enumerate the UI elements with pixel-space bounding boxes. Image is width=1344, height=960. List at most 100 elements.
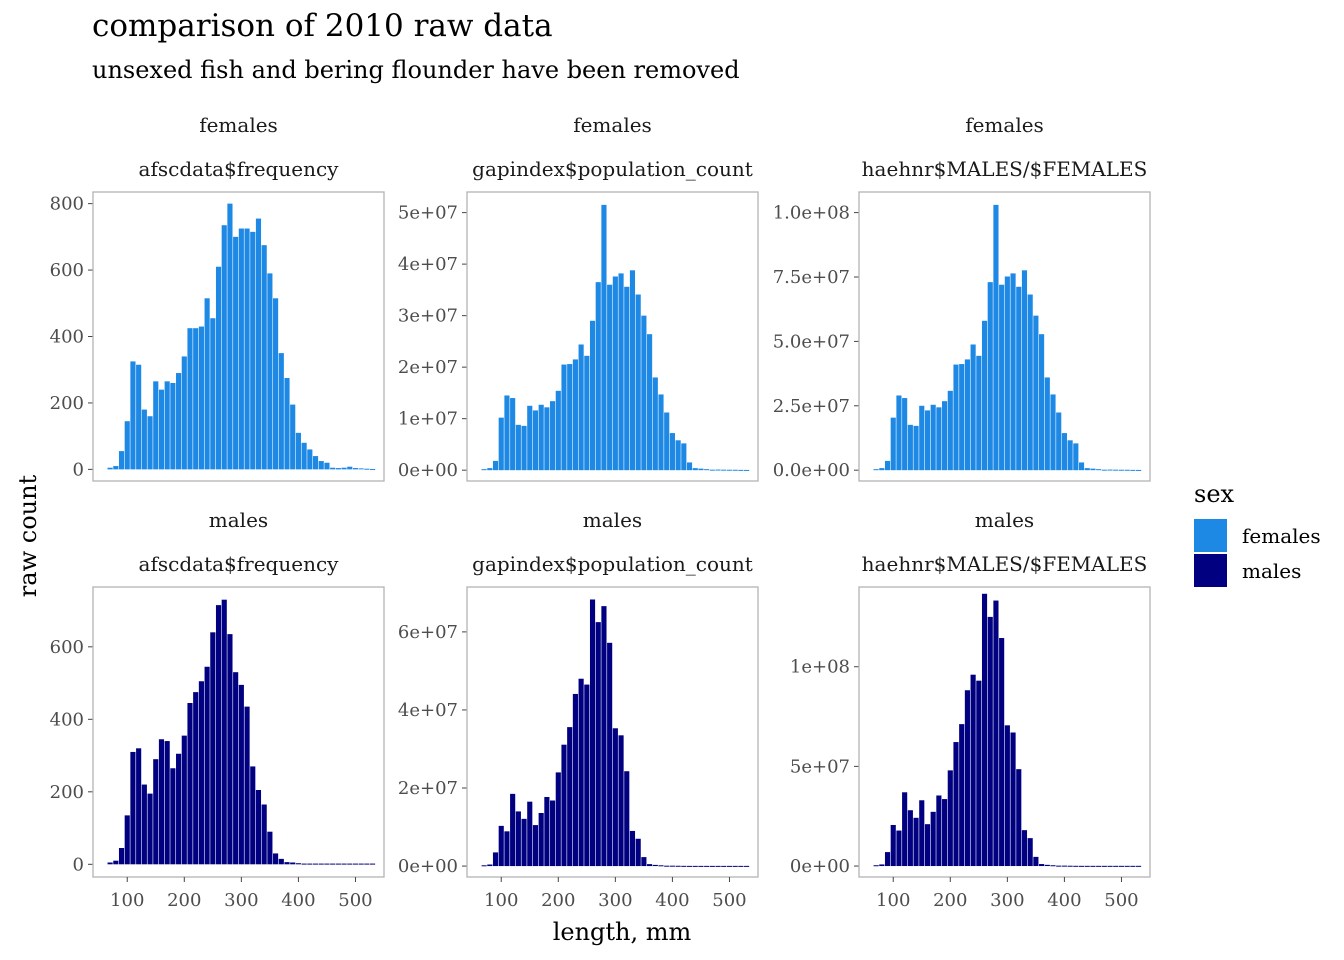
histogram-bar (738, 865, 744, 867)
histogram-bar (681, 443, 687, 471)
histogram-bar (618, 735, 624, 867)
y-tick-label: 4e+07 (398, 700, 458, 721)
histogram-bar (278, 353, 284, 470)
histogram-bar (913, 425, 919, 471)
histogram-bar (612, 728, 618, 867)
histogram-bar (267, 273, 273, 470)
histogram-bar (113, 466, 119, 470)
histogram-bar (698, 865, 704, 867)
facet-strip-sex: females (573, 113, 652, 137)
histogram-bar (884, 460, 891, 471)
histogram-bar (527, 801, 533, 867)
legend-label-males: males (1242, 558, 1302, 583)
histogram-bar (658, 865, 664, 867)
histogram-bar (284, 378, 290, 470)
histogram-bar (930, 811, 936, 867)
histogram-bar (1033, 856, 1039, 867)
histogram-bar (1130, 469, 1136, 471)
histogram-bar (130, 751, 136, 865)
histogram-bar (312, 863, 319, 865)
histogram-bar (1010, 732, 1016, 867)
x-tick-label: 400 (655, 890, 689, 911)
x-tick-label: 400 (281, 890, 315, 911)
histogram-bar (347, 466, 353, 470)
histogram-bar (953, 742, 959, 867)
histogram-bar (561, 744, 567, 867)
y-tick-label: 1e+08 (790, 657, 850, 678)
histogram-bar (130, 361, 136, 470)
legend: sex females males (1194, 480, 1321, 588)
histogram-bar (947, 770, 953, 867)
histogram-bar (936, 407, 942, 471)
legend-title: sex (1194, 480, 1235, 508)
histogram-bar (715, 469, 721, 471)
panel-border (466, 586, 759, 878)
histogram-bar (510, 793, 516, 867)
histogram-bar (1107, 865, 1113, 867)
histogram-bar (1021, 270, 1028, 471)
facet-strip-source: gapindex$population_count (472, 157, 753, 181)
histogram-bar (635, 294, 641, 471)
histogram-bar (919, 405, 925, 471)
histogram-bar (959, 724, 965, 867)
histogram-bar (198, 681, 204, 865)
histogram-bar (1118, 469, 1125, 471)
y-tick-label: 800 (50, 194, 84, 215)
facet-strip-source: haehnr$MALES/$FEMALES (862, 157, 1148, 181)
histogram-bar (318, 461, 324, 470)
histogram-bar (335, 863, 341, 865)
facet-panel-6: males haehnr$MALES/$FEMALES 0e+00 5e+07 1e+0… (790, 508, 1151, 911)
histogram-bar (158, 739, 165, 865)
histogram-bar (153, 381, 159, 470)
histogram-bar (521, 425, 527, 471)
y-tick-label: 200 (50, 393, 84, 414)
y-tick-label: 5.0e+07 (773, 331, 850, 352)
y-tick-label: 5e+07 (790, 756, 850, 777)
histogram-bar (664, 412, 670, 471)
histogram-bar (481, 865, 487, 867)
histogram-bar (136, 748, 142, 865)
histogram-bar (532, 410, 539, 471)
histogram-bar (601, 204, 607, 471)
x-tick-label: 200 (933, 890, 967, 911)
histogram-bar (607, 284, 613, 471)
y-tick-label: 0e+00 (790, 856, 850, 877)
histogram-bar (324, 863, 330, 865)
chart-title: comparison of 2010 raw data (92, 8, 553, 44)
histogram-bar (273, 298, 279, 470)
histogram-bar (959, 364, 965, 471)
histogram-bar (370, 469, 376, 471)
y-tick-label: 2.5e+07 (773, 396, 850, 417)
y-tick-label: 0e+00 (398, 856, 458, 877)
x-tick-label: 200 (541, 890, 575, 911)
histogram-bar (686, 462, 693, 471)
legend-swatch-females (1194, 519, 1227, 552)
histogram-bar (487, 468, 493, 471)
histogram-bar (347, 863, 353, 865)
histogram-bar (141, 784, 147, 865)
histogram-bar (976, 680, 982, 867)
y-tick-label: 6e+07 (398, 622, 458, 643)
histogram-bar (618, 273, 624, 471)
histogram-bar (147, 416, 153, 470)
histogram-bar (278, 858, 284, 865)
histogram-bar (170, 768, 176, 865)
histogram-bar (261, 804, 267, 865)
histogram-bar (352, 468, 359, 470)
histogram-bar (726, 469, 733, 471)
y-tick-label: 0 (73, 854, 84, 875)
histogram-bar (358, 468, 364, 470)
y-tick-label: 2e+07 (398, 357, 458, 378)
x-tick-label: 500 (338, 890, 372, 911)
histogram-bar (238, 684, 244, 865)
histogram-bar (364, 468, 370, 470)
histogram-bar (1016, 769, 1022, 867)
histogram-bar (330, 467, 336, 470)
histogram-bar (136, 364, 142, 470)
histogram-bar (504, 831, 510, 867)
histogram-bar (595, 622, 601, 867)
histogram-bar (924, 410, 931, 471)
histogram-bar (913, 817, 919, 867)
histogram-bar (227, 634, 233, 865)
x-tick-label: 100 (110, 890, 144, 911)
